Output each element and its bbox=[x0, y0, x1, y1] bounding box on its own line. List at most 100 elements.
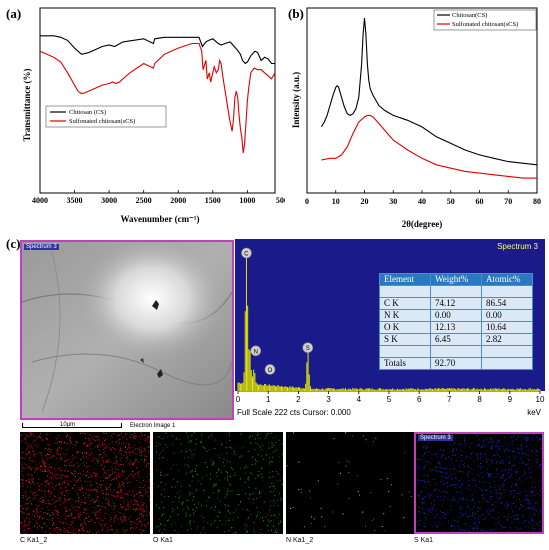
map-pixel bbox=[454, 473, 456, 475]
map-pixel bbox=[532, 491, 534, 493]
map-pixel bbox=[244, 482, 246, 484]
map-pixel bbox=[255, 463, 256, 465]
map-pixel bbox=[476, 526, 478, 528]
map-pixel bbox=[90, 519, 92, 521]
map-pixel bbox=[225, 471, 227, 472]
map-pixel bbox=[273, 444, 275, 446]
map-pixel bbox=[60, 521, 62, 523]
map-pixel bbox=[119, 485, 121, 487]
map-pixel bbox=[419, 530, 421, 532]
map-pixel bbox=[36, 468, 38, 470]
map-pixel bbox=[206, 474, 208, 476]
map-pixel bbox=[74, 484, 76, 486]
map-pixel bbox=[489, 498, 491, 500]
ftir-legend-scs: Sulfonated chitosan(sCS) bbox=[69, 118, 135, 125]
map-pixel bbox=[52, 455, 53, 457]
map-pixel bbox=[32, 432, 34, 434]
map-pixel bbox=[171, 435, 173, 437]
map-pixel bbox=[85, 445, 87, 447]
map-pixel bbox=[423, 445, 425, 447]
map-pixel bbox=[93, 435, 95, 437]
map-pixel bbox=[37, 522, 38, 524]
map-pixel bbox=[89, 520, 91, 522]
map-pixel bbox=[28, 465, 30, 467]
map-pixel bbox=[58, 518, 60, 520]
map-pixel bbox=[129, 516, 131, 518]
map-pixel bbox=[518, 507, 520, 509]
map-pixel bbox=[29, 457, 31, 459]
map-pixel bbox=[64, 530, 66, 532]
map-pixel bbox=[221, 444, 223, 446]
map-pixel bbox=[64, 500, 66, 502]
table-cell bbox=[430, 345, 482, 358]
map-pixel bbox=[130, 494, 132, 496]
map-pixel bbox=[537, 440, 539, 442]
map-pixel bbox=[34, 525, 36, 527]
map-pixel bbox=[128, 444, 130, 446]
map-pixel bbox=[510, 469, 512, 471]
map-pixel bbox=[36, 507, 38, 509]
map-pixel bbox=[48, 491, 50, 493]
map-pixel bbox=[526, 437, 528, 439]
map-pixel bbox=[271, 482, 273, 484]
map-pixel bbox=[30, 446, 32, 448]
map-pixel bbox=[40, 507, 42, 509]
map-pixel bbox=[108, 501, 110, 503]
map-pixel bbox=[44, 494, 46, 496]
map-pixel bbox=[127, 507, 129, 508]
map-pixel bbox=[431, 503, 432, 505]
map-pixel bbox=[56, 473, 58, 475]
map-pixel bbox=[161, 523, 163, 525]
map-pixel bbox=[126, 448, 128, 450]
map-pixel bbox=[456, 491, 458, 493]
map-pixel bbox=[445, 441, 447, 443]
map-pixel bbox=[190, 440, 192, 442]
map-pixel bbox=[53, 455, 55, 457]
map-pixel bbox=[132, 437, 134, 438]
map-pixel bbox=[206, 500, 208, 502]
map-pixel bbox=[276, 531, 278, 533]
map-pixel bbox=[141, 437, 143, 439]
map-pixel bbox=[170, 516, 171, 518]
map-pixel bbox=[479, 488, 481, 490]
map-pixel bbox=[438, 490, 440, 492]
map-pixel bbox=[213, 483, 215, 485]
map-pixel bbox=[178, 439, 180, 441]
map-pixel bbox=[60, 497, 62, 499]
map-pixel bbox=[74, 517, 76, 519]
map-pixel bbox=[460, 470, 461, 472]
map-pixel bbox=[23, 532, 25, 534]
map-pixel bbox=[146, 508, 148, 510]
map-pixel bbox=[59, 484, 61, 486]
map-pixel bbox=[426, 483, 428, 484]
map-pixel bbox=[521, 453, 523, 455]
map-pixel bbox=[35, 444, 37, 446]
map-pixel bbox=[45, 469, 46, 471]
map-pixel bbox=[501, 475, 503, 477]
map-pixel bbox=[130, 452, 132, 454]
map-pixel bbox=[84, 509, 86, 511]
map-pixel bbox=[249, 435, 251, 437]
map-pixel bbox=[148, 436, 150, 438]
map-pixel bbox=[469, 471, 470, 473]
map-pixel bbox=[272, 476, 274, 477]
map-pixel bbox=[193, 521, 195, 523]
map-pixel bbox=[177, 532, 179, 534]
map-pixel bbox=[499, 496, 500, 498]
map-pixel bbox=[126, 438, 127, 440]
map-pixel bbox=[494, 457, 496, 459]
map-pixel bbox=[69, 509, 71, 511]
map-pixel bbox=[87, 438, 89, 440]
map-pixel bbox=[90, 434, 91, 436]
map-pixel bbox=[228, 435, 230, 437]
map-pixel bbox=[123, 485, 125, 487]
map-pixel bbox=[517, 514, 519, 516]
map-pixel bbox=[75, 482, 77, 483]
map-pixel bbox=[449, 505, 451, 507]
map-pixel bbox=[92, 436, 94, 438]
map-pixel bbox=[478, 480, 480, 482]
map-pixel bbox=[528, 454, 530, 456]
map-pixel bbox=[56, 457, 58, 459]
map-pixel bbox=[518, 435, 519, 437]
map-pixel bbox=[86, 517, 87, 519]
